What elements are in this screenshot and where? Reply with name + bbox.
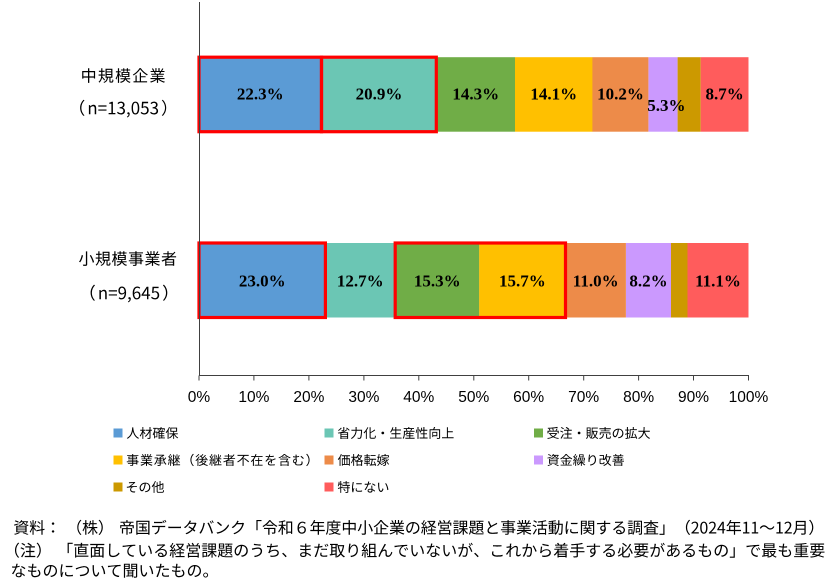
svg-text:15.3%: 15.3% bbox=[414, 272, 461, 291]
svg-text:22.3%: 22.3% bbox=[237, 84, 284, 103]
svg-text:14.3%: 14.3% bbox=[452, 84, 499, 103]
svg-text:80%: 80% bbox=[623, 389, 654, 406]
svg-text:11.1%: 11.1% bbox=[695, 272, 741, 291]
svg-text:40%: 40% bbox=[403, 389, 434, 406]
svg-text:0%: 0% bbox=[188, 389, 211, 406]
svg-text:30%: 30% bbox=[348, 389, 379, 406]
svg-text:23.0%: 23.0% bbox=[239, 272, 286, 291]
svg-text:50%: 50% bbox=[458, 389, 489, 406]
svg-text:10%: 10% bbox=[238, 389, 269, 406]
svg-text:60%: 60% bbox=[513, 389, 544, 406]
svg-text:90%: 90% bbox=[678, 389, 709, 406]
svg-text:20%: 20% bbox=[293, 389, 324, 406]
svg-text:12.7%: 12.7% bbox=[337, 272, 384, 291]
svg-text:10.2%: 10.2% bbox=[597, 84, 644, 103]
svg-text:11.0%: 11.0% bbox=[573, 272, 619, 291]
svg-text:70%: 70% bbox=[568, 389, 599, 406]
svg-text:8.7%: 8.7% bbox=[705, 84, 743, 103]
svg-text:14.1%: 14.1% bbox=[530, 84, 577, 103]
svg-text:5.3%: 5.3% bbox=[647, 96, 685, 115]
svg-text:15.7%: 15.7% bbox=[499, 272, 546, 291]
svg-text:100%: 100% bbox=[729, 389, 769, 406]
svg-text:20.9%: 20.9% bbox=[356, 84, 403, 103]
svg-text:8.2%: 8.2% bbox=[629, 272, 667, 291]
